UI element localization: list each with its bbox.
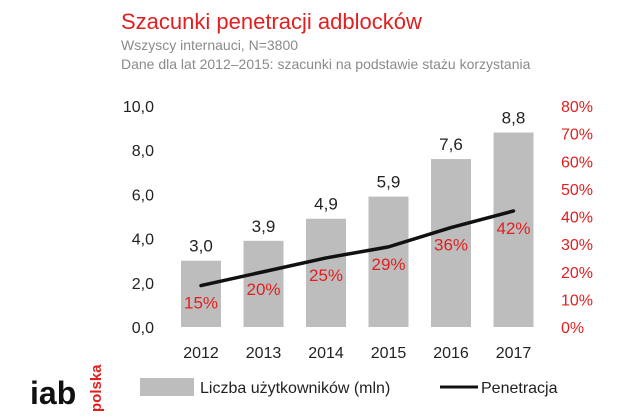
- bar-2013: [243, 240, 284, 327]
- logo-main-text: iab: [30, 375, 76, 411]
- left-axis-tick-label: 0,0: [132, 320, 154, 337]
- x-axis-tick-label: 2012: [183, 345, 219, 362]
- line-value-label: 29%: [371, 255, 405, 274]
- bar-series: [181, 132, 534, 327]
- right-axis-tick-label: 40%: [561, 210, 593, 227]
- right-axis-tick-label: 60%: [561, 154, 593, 171]
- bar-value-label: 7,6: [439, 135, 463, 154]
- right-axis-tick-label: 20%: [561, 265, 593, 282]
- x-axis: 2012 2013 2014 2015 2016 2017: [183, 345, 531, 362]
- x-axis-tick-label: 2017: [496, 345, 532, 362]
- bar-2015: [368, 196, 409, 327]
- legend-bar-label: Liczba użytkowników (mln): [200, 380, 390, 397]
- right-axis-tick-label: 70%: [561, 127, 593, 144]
- line-value-label: 25%: [309, 266, 343, 285]
- line-value-label: 20%: [246, 280, 280, 299]
- x-axis-tick-label: 2013: [246, 345, 282, 362]
- left-axis-tick-label: 10,0: [123, 99, 154, 116]
- bar-2012: [181, 260, 221, 327]
- x-axis-tick-label: 2015: [371, 345, 407, 362]
- x-axis-tick-label: 2014: [308, 345, 344, 362]
- legend: Liczba użytkowników (mln) Penetracja: [140, 378, 558, 397]
- bar-2017: [493, 132, 534, 327]
- x-axis-tick-label: 2016: [433, 345, 469, 362]
- bar-value-label: 3,0: [189, 237, 213, 256]
- chart-subtitle-sample: Wszyscy internauci, N=3800: [121, 37, 299, 53]
- line-value-label: 36%: [434, 236, 468, 255]
- right-axis-tick-label: 30%: [561, 237, 593, 254]
- bar-value-label: 3,9: [252, 217, 276, 236]
- right-axis: 0% 10% 20% 30% 40% 50% 60% 70% 80%: [561, 99, 593, 337]
- chart-subtitle-note: Dane dla lat 2012–2015: szacunki na pods…: [121, 56, 531, 72]
- bar-value-label: 5,9: [377, 173, 401, 192]
- left-axis-tick-label: 6,0: [132, 187, 154, 204]
- bar-value-label: 8,8: [502, 109, 526, 128]
- right-axis-tick-label: 10%: [561, 292, 593, 309]
- left-axis-tick-label: 8,0: [132, 143, 154, 160]
- legend-bar-swatch: [140, 378, 194, 396]
- left-axis: 0,0 2,0 4,0 6,0 8,0 10,0: [123, 99, 154, 337]
- line-labels: 15% 20% 25% 29% 36% 42%: [184, 219, 531, 313]
- left-axis-tick-label: 2,0: [132, 276, 154, 293]
- line-value-label: 15%: [184, 294, 218, 313]
- bar-2014: [306, 218, 346, 327]
- chart-header: Szacunki penetracji adblocków Wszyscy in…: [121, 8, 621, 74]
- penetration-line: [199, 209, 516, 288]
- right-axis-tick-label: 50%: [561, 182, 593, 199]
- chart-title: Szacunki penetracji adblocków: [121, 9, 422, 34]
- iab-polska-logo: iab polska: [30, 364, 105, 412]
- right-axis-tick-label: 0%: [561, 320, 584, 337]
- right-axis-tick-label: 80%: [561, 99, 593, 116]
- legend-line-label: Penetracja: [481, 380, 558, 397]
- bar-labels: 3,0 3,9 4,9 5,9 7,6 8,8: [189, 109, 525, 256]
- line-value-label: 42%: [496, 219, 530, 238]
- logo-side-text: polska: [88, 364, 105, 412]
- left-axis-tick-label: 4,0: [132, 232, 154, 249]
- bar-value-label: 4,9: [314, 195, 338, 214]
- bar-2016: [431, 159, 471, 327]
- line-series: [199, 209, 516, 288]
